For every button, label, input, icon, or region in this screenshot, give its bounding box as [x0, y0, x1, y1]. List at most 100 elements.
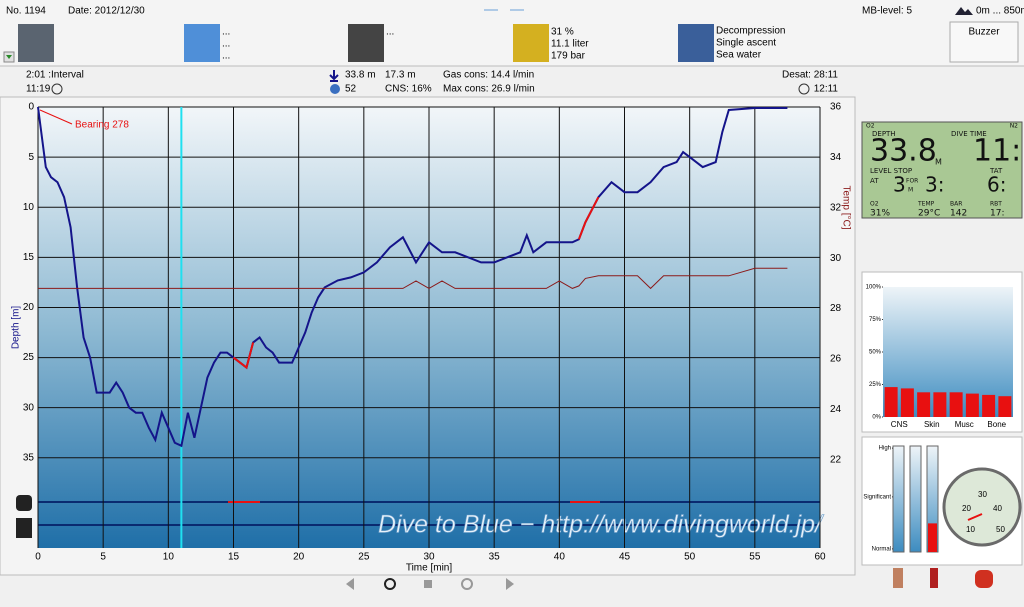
y-tick-label: 5	[28, 152, 34, 163]
gauge-needle	[967, 513, 983, 521]
computer-display	[861, 121, 1023, 219]
buzzer-label: Buzzer	[968, 27, 1000, 38]
cns: CNS: 16%	[385, 84, 432, 95]
y2-tick-label: 26	[830, 354, 842, 365]
prev-button[interactable]	[346, 578, 354, 590]
annotation: Bearing 278	[75, 120, 129, 131]
depth-icon	[329, 70, 339, 82]
y2-tick-label: 24	[830, 404, 842, 415]
bar	[900, 388, 914, 417]
y2-tick-label: 32	[830, 202, 842, 213]
lcd-label: AT	[870, 177, 879, 185]
gas-text: 179 bar	[551, 51, 586, 62]
x-tick-label: Bone	[987, 420, 1006, 429]
data-line	[38, 267, 788, 290]
x-tick-label: 0	[35, 552, 41, 563]
lcd-label: LEVEL STOP	[870, 167, 912, 175]
site-text: ...	[222, 27, 230, 38]
gas-cons: Gas cons: 14.4 l/min	[443, 70, 534, 81]
x-tick-label: Skin	[924, 420, 940, 429]
data-line	[232, 196, 600, 370]
tool-icon	[930, 568, 938, 588]
y2-tick-label: 34	[830, 152, 842, 163]
x-tick-label: 55	[749, 552, 761, 563]
profile-text: Sea water	[716, 50, 762, 61]
lcd-time: 11:	[973, 134, 1021, 169]
site-text: ...	[222, 39, 230, 50]
site-icon[interactable]	[184, 24, 220, 62]
gauge-tick: 30	[978, 490, 987, 499]
x-tick-label: CNS	[891, 420, 908, 429]
x-tick-label: 10	[163, 552, 175, 563]
lcd-label: FOR	[906, 178, 918, 185]
lcd-depth: 33.8	[870, 134, 937, 169]
x-tick-label: 15	[228, 552, 240, 563]
bar	[928, 523, 937, 552]
lcd-unit: M	[908, 187, 913, 194]
x-tick-label: 50	[684, 552, 696, 563]
clock-icon	[51, 83, 63, 95]
y-tick-label: 0%	[872, 415, 881, 421]
lcd-label: O2	[866, 123, 875, 130]
y-tick-label: 75%	[869, 317, 882, 323]
y-tick-label: 15	[23, 252, 35, 263]
y-tick-label: 10	[23, 202, 35, 213]
lcd-unit: M	[935, 158, 942, 167]
profile-text: Single ascent	[716, 38, 776, 49]
y-tick-label: 20	[23, 302, 35, 313]
x-tick-label: 5	[100, 552, 106, 563]
gas-text: 31 %	[551, 27, 574, 38]
y2-tick-label: 36	[830, 102, 842, 113]
camera-icon[interactable]	[348, 24, 384, 62]
y-tick-label: 100%	[866, 285, 882, 291]
x-tick-label: 30	[423, 552, 435, 563]
stop-button[interactable]	[424, 580, 432, 588]
zoom-out-button[interactable]	[461, 578, 473, 590]
dive-number: No. 1194	[6, 6, 46, 17]
desat: Desat: 28:11	[782, 70, 838, 81]
y-tick-label: Normal	[872, 546, 891, 552]
gauge-tick: 20	[962, 504, 971, 513]
y2-tick-label: 22	[830, 454, 842, 465]
lcd-label: DEPTH	[872, 130, 896, 138]
bar	[884, 387, 898, 417]
bar	[917, 392, 931, 417]
lcd-label: N2	[1010, 123, 1018, 130]
x-tick-label: 40	[554, 552, 566, 563]
lung-icon	[975, 570, 993, 588]
risk-frame	[909, 445, 922, 553]
dive-date: Date: 2012/12/30	[68, 6, 145, 17]
avg-depth: 17.3 m	[385, 70, 416, 81]
y-axis-label: Depth [m]	[11, 306, 22, 350]
buzzer-button[interactable]	[949, 21, 1019, 63]
x-tick-label: 25	[358, 552, 370, 563]
bar	[982, 394, 996, 417]
next-button[interactable]	[506, 578, 514, 590]
lcd-rbt: 17:	[990, 209, 1004, 219]
x-tick-label: Musc	[955, 420, 974, 429]
buddy-icon[interactable]	[18, 24, 54, 62]
exit-time: 12:11	[814, 84, 839, 95]
y-tick-label: High	[879, 446, 891, 452]
fan-icon	[893, 568, 903, 588]
y-tick-label: 35	[23, 452, 35, 463]
lcd-o2: 31%	[870, 209, 890, 219]
tank-icon[interactable]	[513, 24, 549, 62]
duration: 52	[345, 84, 357, 95]
bar	[998, 396, 1012, 417]
risk-frame	[892, 445, 905, 553]
zoom-in-button[interactable]	[384, 578, 396, 590]
bar	[933, 392, 947, 417]
x-tick-label: 45	[619, 552, 631, 563]
y2-tick-label: 30	[830, 253, 842, 264]
lcd-temp: 29°C	[918, 209, 940, 219]
max-depth: 33.8 m	[345, 70, 376, 81]
profile-icon[interactable]	[678, 24, 714, 62]
lcd-bar: 142	[950, 209, 967, 219]
lcd-label: O2	[870, 201, 879, 208]
duration-icon	[330, 84, 340, 94]
y-tick-label: 0	[28, 102, 34, 113]
y-tick-label: 30	[23, 402, 35, 413]
lcd-stop-depth: 3	[893, 173, 906, 197]
